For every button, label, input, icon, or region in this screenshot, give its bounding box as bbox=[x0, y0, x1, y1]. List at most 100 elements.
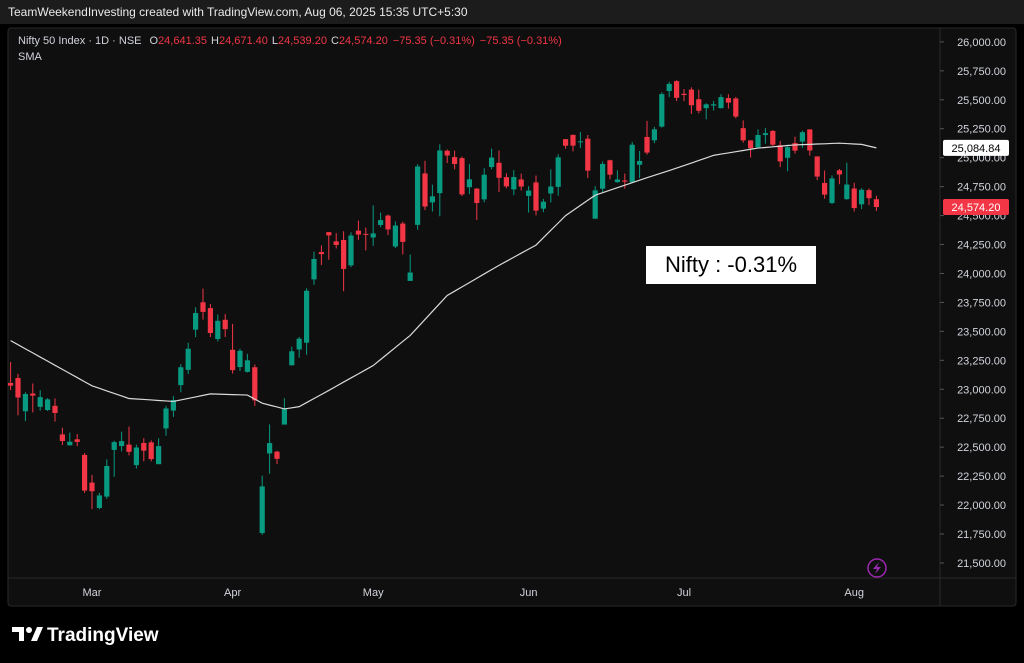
y-tick-label: 23,750.00 bbox=[957, 297, 1006, 309]
candle-body bbox=[866, 190, 872, 199]
candle-body bbox=[489, 157, 495, 168]
y-tick-label: 21,750.00 bbox=[957, 529, 1006, 541]
alert-icon[interactable] bbox=[867, 558, 887, 578]
x-tick-label: May bbox=[363, 587, 384, 599]
candle-body bbox=[851, 188, 857, 209]
sma-line bbox=[10, 142, 877, 410]
candle-body bbox=[45, 399, 51, 410]
y-tick-label: 21,500.00 bbox=[957, 558, 1006, 570]
candle-body bbox=[474, 188, 480, 203]
candle-body bbox=[422, 173, 428, 207]
candle-body bbox=[533, 182, 539, 211]
candle-body bbox=[111, 442, 117, 450]
candle-body bbox=[437, 150, 443, 194]
candle-body bbox=[348, 235, 354, 266]
candle-body bbox=[244, 360, 250, 372]
x-tick-label: Jul bbox=[677, 587, 691, 599]
candle-body bbox=[230, 349, 236, 371]
x-tick-label: Jun bbox=[520, 587, 538, 599]
candle-body bbox=[711, 104, 717, 106]
candle-body bbox=[563, 139, 569, 146]
candle-body bbox=[511, 177, 517, 190]
candle-body bbox=[415, 166, 421, 225]
candle-body bbox=[289, 351, 295, 366]
candle-body bbox=[503, 177, 509, 187]
candle-body bbox=[459, 158, 465, 195]
candle-body bbox=[281, 409, 287, 425]
candle-body bbox=[829, 178, 835, 203]
candle-body bbox=[163, 408, 169, 429]
candle-body bbox=[799, 132, 805, 142]
sma-price-label: 25,084.84 bbox=[952, 143, 1001, 155]
candle-body bbox=[30, 393, 36, 396]
candle-body bbox=[429, 196, 435, 203]
candle-body bbox=[259, 486, 265, 534]
candle-body bbox=[600, 163, 606, 189]
candle-body bbox=[755, 134, 761, 148]
annotation-box bbox=[646, 246, 816, 284]
candle-body bbox=[622, 180, 628, 182]
y-tick-label: 25,250.00 bbox=[957, 124, 1006, 136]
candle-body bbox=[585, 138, 591, 171]
sma-legend: SMA bbox=[18, 51, 43, 63]
top-bar-text: TeamWeekendInvesting created with Tradin… bbox=[8, 5, 468, 19]
candle-body bbox=[304, 290, 310, 343]
candle-body bbox=[548, 186, 554, 194]
candle-body bbox=[807, 129, 813, 151]
plot bbox=[8, 80, 879, 535]
x-tick-label: Mar bbox=[83, 587, 102, 599]
candle-body bbox=[681, 93, 687, 96]
candle-body bbox=[170, 400, 176, 411]
candle-body bbox=[104, 466, 110, 497]
candle-body bbox=[178, 367, 184, 386]
chart-panel bbox=[7, 27, 1017, 607]
candle-body bbox=[644, 136, 650, 153]
y-tick-label: 22,000.00 bbox=[957, 500, 1006, 512]
ohlc-value: 24,539.20 bbox=[278, 35, 327, 47]
y-tick-label: 23,250.00 bbox=[957, 355, 1006, 367]
candle-body bbox=[296, 338, 302, 350]
candle-body bbox=[814, 156, 820, 177]
y-tick-label: 24,000.00 bbox=[957, 268, 1006, 280]
candle-body bbox=[659, 94, 665, 127]
candle-body bbox=[133, 447, 139, 466]
candle-body bbox=[400, 223, 406, 242]
y-tick-label: 22,250.00 bbox=[957, 471, 1006, 483]
candle-body bbox=[577, 141, 583, 143]
candle-body bbox=[688, 89, 694, 106]
candle-body bbox=[89, 482, 95, 492]
y-tick-label: 22,500.00 bbox=[957, 442, 1006, 454]
candle-body bbox=[844, 184, 850, 200]
candle-body bbox=[792, 143, 798, 151]
candle-body bbox=[666, 83, 672, 91]
candle-body bbox=[215, 320, 221, 340]
brand: TradingView bbox=[47, 625, 159, 646]
y-tick-label: 26,000.00 bbox=[957, 37, 1006, 49]
candle-body bbox=[119, 441, 125, 447]
candle-body bbox=[703, 104, 709, 109]
y-tick-label: 22,750.00 bbox=[957, 413, 1006, 425]
ohlc-value: 24,641.35 bbox=[158, 35, 207, 47]
ohlc-key: L bbox=[272, 35, 278, 47]
y-tick-label: 24,750.00 bbox=[957, 182, 1006, 194]
y-tick-label: 24,250.00 bbox=[957, 240, 1006, 252]
annotation: Nifty : -0.31% bbox=[665, 252, 797, 277]
candle-body bbox=[148, 442, 154, 460]
sma-price-badge bbox=[943, 139, 1009, 156]
candle-body bbox=[444, 150, 450, 156]
candle-body bbox=[466, 179, 472, 188]
candle-body bbox=[674, 81, 680, 98]
candle-body bbox=[200, 302, 206, 312]
candle-body bbox=[592, 190, 598, 219]
candle-body bbox=[770, 130, 776, 145]
candle-body bbox=[326, 232, 332, 236]
candle-body bbox=[74, 439, 80, 442]
candle-body bbox=[629, 144, 635, 183]
y-tick-label: 25,750.00 bbox=[957, 66, 1006, 78]
candle-body bbox=[748, 140, 754, 149]
candle-body bbox=[333, 241, 339, 245]
candle-body bbox=[274, 451, 280, 459]
y-tick-label: 25,500.00 bbox=[957, 95, 1006, 107]
